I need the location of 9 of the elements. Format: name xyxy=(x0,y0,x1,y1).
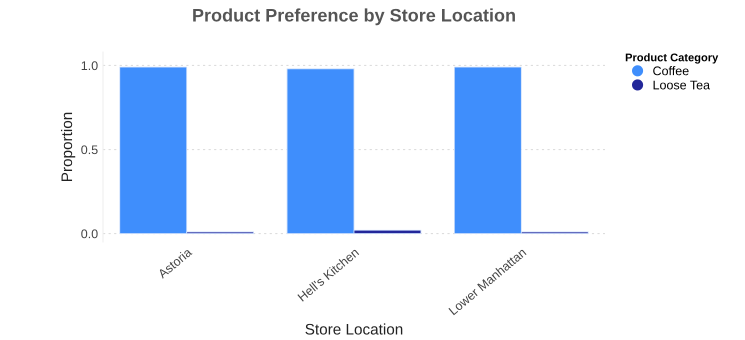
chart-title: Product Preference by Store Location xyxy=(193,8,515,26)
legend-label: Coffee xyxy=(653,66,689,76)
x-axis-title: Store Location xyxy=(305,323,402,335)
y-tick-label: 0.0 xyxy=(81,229,98,238)
y-axis-title: Proportion xyxy=(60,112,76,181)
legend-title: Product Category xyxy=(626,53,718,64)
y-tick-label: 1.0 xyxy=(82,61,98,70)
y-tick-label: 0.5 xyxy=(81,145,98,154)
legend-label: Loose Tea xyxy=(654,80,710,90)
